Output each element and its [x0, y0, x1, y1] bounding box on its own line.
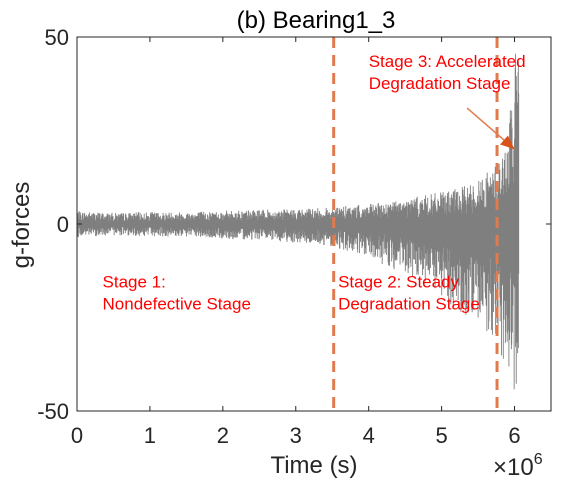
x-tick-label: 1	[144, 423, 156, 448]
x-exponent-base: ×10	[493, 454, 534, 481]
x-exponent-label: ×106	[493, 451, 543, 481]
stage-1-annotation-line-2: Nondefective Stage	[103, 295, 251, 314]
chart-title: (b) Bearing1_3	[237, 7, 396, 34]
signal-series	[76, 53, 520, 390]
stage-2-annotation-line-1: Stage 2: Steady	[338, 273, 459, 292]
x-tick-label: 6	[508, 423, 520, 448]
stage-1-annotation: Stage 1: Nondefective Stage	[103, 273, 251, 314]
y-tick-label: 0	[57, 212, 69, 237]
y-axis-label: g-forces	[8, 182, 35, 269]
plot-area: Stage 1: Nondefective Stage Stage 2: Stead…	[76, 37, 526, 411]
x-tick-label: 5	[435, 423, 447, 448]
stage-2-annotation-line-2: Degradation Stage	[338, 295, 480, 314]
stage-2-annotation: Stage 2: Steady Degradation Stage	[338, 273, 480, 314]
stage-3-arrow-head	[500, 135, 515, 150]
x-tick-label: 4	[363, 423, 375, 448]
stage-3-annotation-line-2: Degradation Stage	[369, 74, 511, 93]
stage-3-annotation-line-1: Stage 3: Accelerated	[369, 52, 526, 71]
stage-1-annotation-line-1: Stage 1:	[103, 273, 166, 292]
y-tick-label: -50	[37, 399, 69, 424]
x-tick-label: 3	[290, 423, 302, 448]
y-tick-label: 50	[45, 25, 69, 50]
x-axis-label: Time (s)	[270, 452, 357, 479]
stage-3-annotation: Stage 3: Accelerated Degradation Stage	[369, 52, 526, 93]
x-tick-label: 0	[71, 423, 83, 448]
x-tick-label: 2	[217, 423, 229, 448]
x-exponent-power: 6	[534, 451, 543, 468]
